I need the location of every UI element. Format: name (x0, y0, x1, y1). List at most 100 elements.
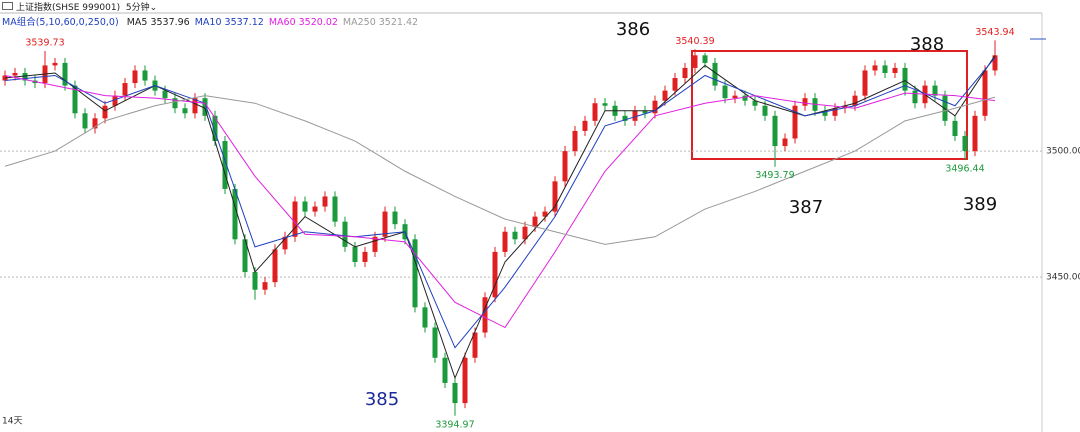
wave-label: 388 (910, 34, 944, 55)
candle-body (392, 211, 398, 225)
legend-name: MA5 (126, 17, 148, 28)
candle-body (722, 85, 728, 99)
candle-body (692, 55, 698, 68)
candle-body (592, 103, 598, 121)
candle-body (642, 110, 648, 114)
footer-label: 14天 (2, 417, 22, 427)
candle-body (62, 62, 68, 86)
candle-body (362, 251, 368, 262)
y-tick-label: 3500.00 (1046, 147, 1080, 157)
y-tick-label: 3450.00 (1046, 273, 1080, 283)
candle-body (742, 95, 748, 101)
candle-body (822, 110, 828, 116)
candle-body (142, 70, 148, 81)
candle-body (952, 120, 958, 136)
ma-line (4, 95, 996, 245)
index-title: 上证指数(SHSE 999001) (16, 3, 121, 13)
candle-body (752, 100, 758, 106)
candle-body (242, 239, 248, 273)
candle-body (382, 211, 388, 237)
candle-body (172, 98, 178, 109)
candle-body (682, 67, 688, 79)
legend: MA组合(5,10,60,0,250,0) MA5 3537.96 MA10 3537… (2, 14, 423, 28)
candle-body (962, 135, 968, 152)
candle-body (452, 382, 458, 404)
candle-body (252, 272, 258, 290)
window-icon (2, 2, 13, 10)
candle-body (832, 108, 838, 116)
ma-line (4, 57, 996, 349)
candle-body (22, 72, 28, 81)
price-label: 3496.44 (945, 164, 984, 175)
candle-body (372, 236, 378, 252)
candle-body (892, 67, 898, 73)
candle-body (602, 103, 608, 106)
candle-body (802, 98, 808, 106)
candle-body (702, 55, 708, 63)
wave-label: 386 (616, 19, 650, 40)
candle-body (562, 151, 568, 182)
header: 上证指数(SHSE 999001) 5分钟⌄ (2, 0, 157, 13)
candle-body (72, 85, 78, 114)
candle-body (982, 70, 988, 116)
candle-body (862, 70, 868, 96)
candle-body (462, 357, 468, 404)
candle-body (212, 115, 218, 142)
legend-name: MA250 (342, 17, 376, 28)
candle-body (272, 249, 278, 283)
candle-body (762, 105, 768, 116)
candle-body (352, 246, 358, 262)
candle-body (512, 231, 518, 240)
candle-body (662, 90, 668, 101)
legend-name: MA60 (268, 17, 296, 28)
candle-body (532, 216, 538, 227)
legend-title[interactable]: MA组合(5,10,60,0,250,0) (2, 17, 119, 28)
legend-name: MA10 (194, 17, 222, 28)
price-label: 3540.39 (675, 36, 714, 47)
candle-body (882, 65, 888, 73)
candle-body (712, 62, 718, 86)
candle-body (622, 115, 628, 121)
candle-body (182, 108, 188, 114)
candle-body (132, 70, 138, 84)
candle-body (582, 120, 588, 131)
candle-body (332, 196, 338, 222)
legend-value: 3537.96 (150, 17, 190, 28)
candle-body (492, 251, 498, 298)
candle-body (572, 130, 578, 152)
price-label: 3394.97 (435, 419, 474, 430)
price-label: 3493.79 (755, 170, 794, 181)
candle-body (342, 221, 348, 247)
candle-body (902, 67, 908, 91)
candle-body (412, 239, 418, 308)
period[interactable]: 5分钟 (125, 3, 150, 13)
candle-body (772, 115, 778, 147)
candle-body (112, 95, 118, 106)
candle-body (652, 100, 658, 114)
price-label: 3539.73 (25, 37, 64, 48)
candle-body (292, 201, 298, 237)
candle-body (992, 55, 998, 71)
period-dropdown[interactable]: ⌄ (149, 3, 158, 13)
candle-body (422, 307, 428, 328)
candle-body (122, 83, 128, 96)
wave-label: 389 (963, 194, 997, 215)
candle-body (102, 105, 108, 119)
candle-body (912, 90, 918, 104)
candle-body (202, 98, 208, 116)
candle-body (262, 282, 268, 290)
candle-body (872, 65, 878, 71)
legend-value: 3520.02 (298, 17, 338, 28)
legend-value: 3521.42 (378, 17, 419, 28)
candle-body (552, 181, 558, 212)
wave-label: 385 (365, 389, 399, 410)
wave-label: 387 (789, 197, 823, 218)
candle-body (502, 231, 508, 252)
candle-body (52, 62, 58, 66)
candle-body (322, 196, 328, 207)
candle-body (442, 357, 448, 383)
candle-body (232, 188, 238, 240)
candle-body (522, 226, 528, 240)
